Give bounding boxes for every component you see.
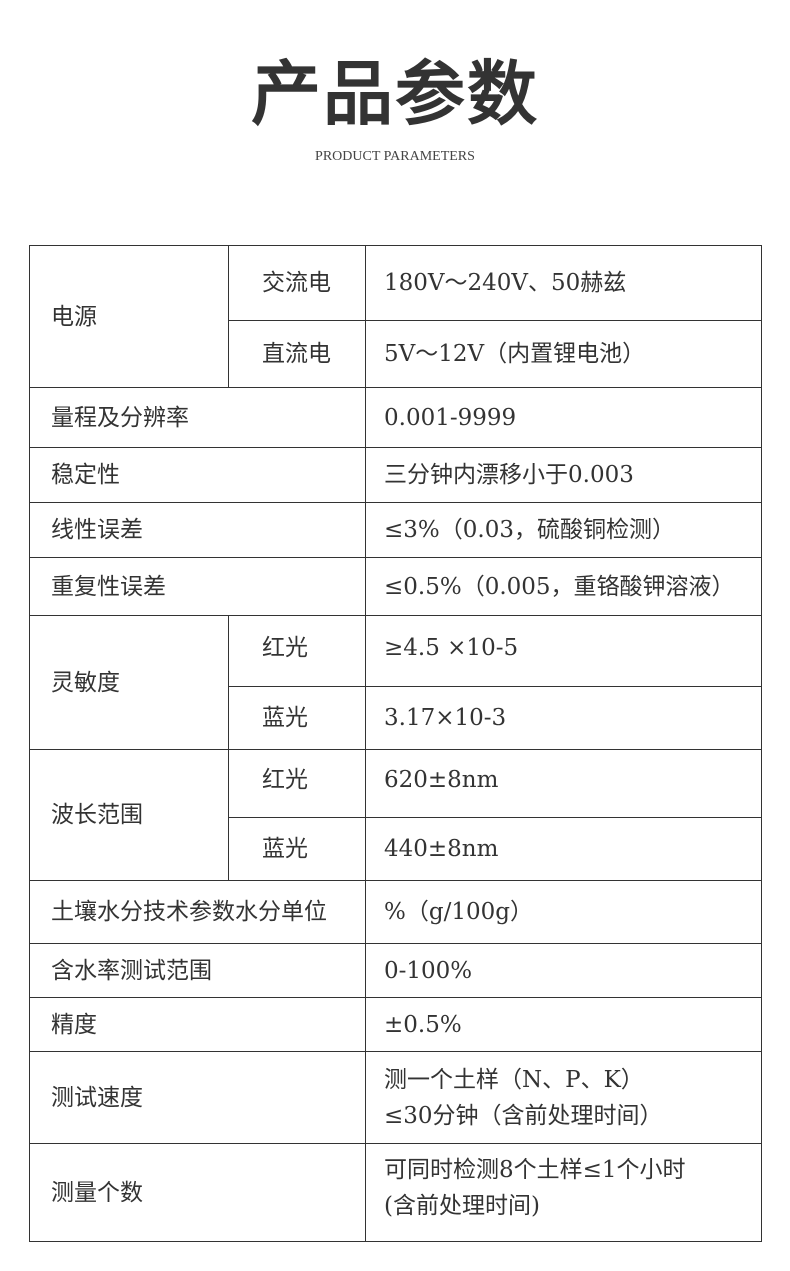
param-value: ±0.5% <box>365 997 762 1052</box>
param-sub-label: 蓝光 <box>228 817 366 881</box>
param-label: 精度 <box>29 997 366 1052</box>
param-sub-label: 蓝光 <box>228 686 366 750</box>
param-value-line: ≤30分钟（含前处理时间） <box>384 1102 663 1129</box>
param-value: 5V～12V（内置锂电池） <box>365 320 762 388</box>
param-label: 重复性误差 <box>29 557 366 616</box>
param-label: 线性误差 <box>29 502 366 558</box>
param-value: 可同时检测8个土样≤1个小时 (含前处理时间) <box>365 1143 762 1242</box>
param-label: 波长范围 <box>29 749 229 881</box>
page-subtitle: PRODUCT PARAMETERS <box>315 149 475 164</box>
table-row: 精度 ±0.5% <box>29 997 762 1052</box>
param-value-line: (含前处理时间) <box>384 1193 540 1219</box>
param-label: 测量个数 <box>29 1143 366 1242</box>
param-label: 灵敏度 <box>29 615 229 750</box>
table-row: 直流电 5V～12V（内置锂电池） <box>30 320 762 388</box>
param-value: 180V～240V、50赫兹 <box>365 245 762 321</box>
param-sub-label: 红光 <box>228 749 366 818</box>
table-row: 测量个数 可同时检测8个土样≤1个小时 (含前处理时间) <box>29 1143 762 1242</box>
table-row: 电源 交流电 180V～240V、50赫兹 <box>29 245 762 388</box>
param-label: 电源 <box>29 245 229 388</box>
table-row: 土壤水分技术参数水分单位 %（g/100g） <box>29 880 762 944</box>
param-value-line: 测一个土样（N、P、K） <box>384 1066 644 1093</box>
table-row: 蓝光 440±8nm <box>30 817 762 881</box>
param-value: 620±8nm <box>365 749 762 818</box>
param-label: 测试速度 <box>29 1051 366 1144</box>
param-value: ≤3%（0.03，硫酸铜检测） <box>365 502 762 558</box>
parameters-table: 电源 交流电 180V～240V、50赫兹 直流电 5V～12V（内置锂电池） … <box>29 245 762 1242</box>
param-value: ≥4.5 ×10-5 <box>365 615 762 687</box>
param-value: 440±8nm <box>365 817 762 881</box>
param-value: %（g/100g） <box>365 880 762 944</box>
table-row: 稳定性 三分钟内漂移小于0.003 <box>29 447 762 503</box>
table-row: 量程及分辨率 0.001-9999 <box>29 387 762 448</box>
param-label: 含水率测试范围 <box>29 943 366 998</box>
table-row: 重复性误差 ≤0.5%（0.005，重铬酸钾溶液） <box>29 557 762 616</box>
param-sub-label: 交流电 <box>228 245 366 321</box>
table-row: 含水率测试范围 0-100% <box>29 943 762 998</box>
param-sub-label: 红光 <box>228 615 366 687</box>
param-value: ≤0.5%（0.005，重铬酸钾溶液） <box>365 557 762 616</box>
page-title: 产品参数 <box>251 52 539 135</box>
param-label: 量程及分辨率 <box>29 387 366 448</box>
table-row: 测试速度 测一个土样（N、P、K） ≤30分钟（含前处理时间） <box>29 1051 762 1144</box>
param-sub-label: 直流电 <box>228 320 366 388</box>
param-value: 三分钟内漂移小于0.003 <box>365 447 762 503</box>
param-value-line: 可同时检测8个土样≤1个小时 <box>384 1157 686 1183</box>
table-row: 波长范围 红光 620±8nm <box>29 749 762 881</box>
param-label: 土壤水分技术参数水分单位 <box>29 880 366 944</box>
param-value: 0.001-9999 <box>365 387 762 448</box>
param-value: 0-100% <box>365 943 762 998</box>
param-value: 3.17×10-3 <box>365 686 762 750</box>
table-row: 灵敏度 红光 ≥4.5 ×10-5 <box>29 615 762 750</box>
param-label: 稳定性 <box>29 447 366 503</box>
param-value: 测一个土样（N、P、K） ≤30分钟（含前处理时间） <box>365 1051 762 1144</box>
table-row: 线性误差 ≤3%（0.03，硫酸铜检测） <box>29 502 762 558</box>
